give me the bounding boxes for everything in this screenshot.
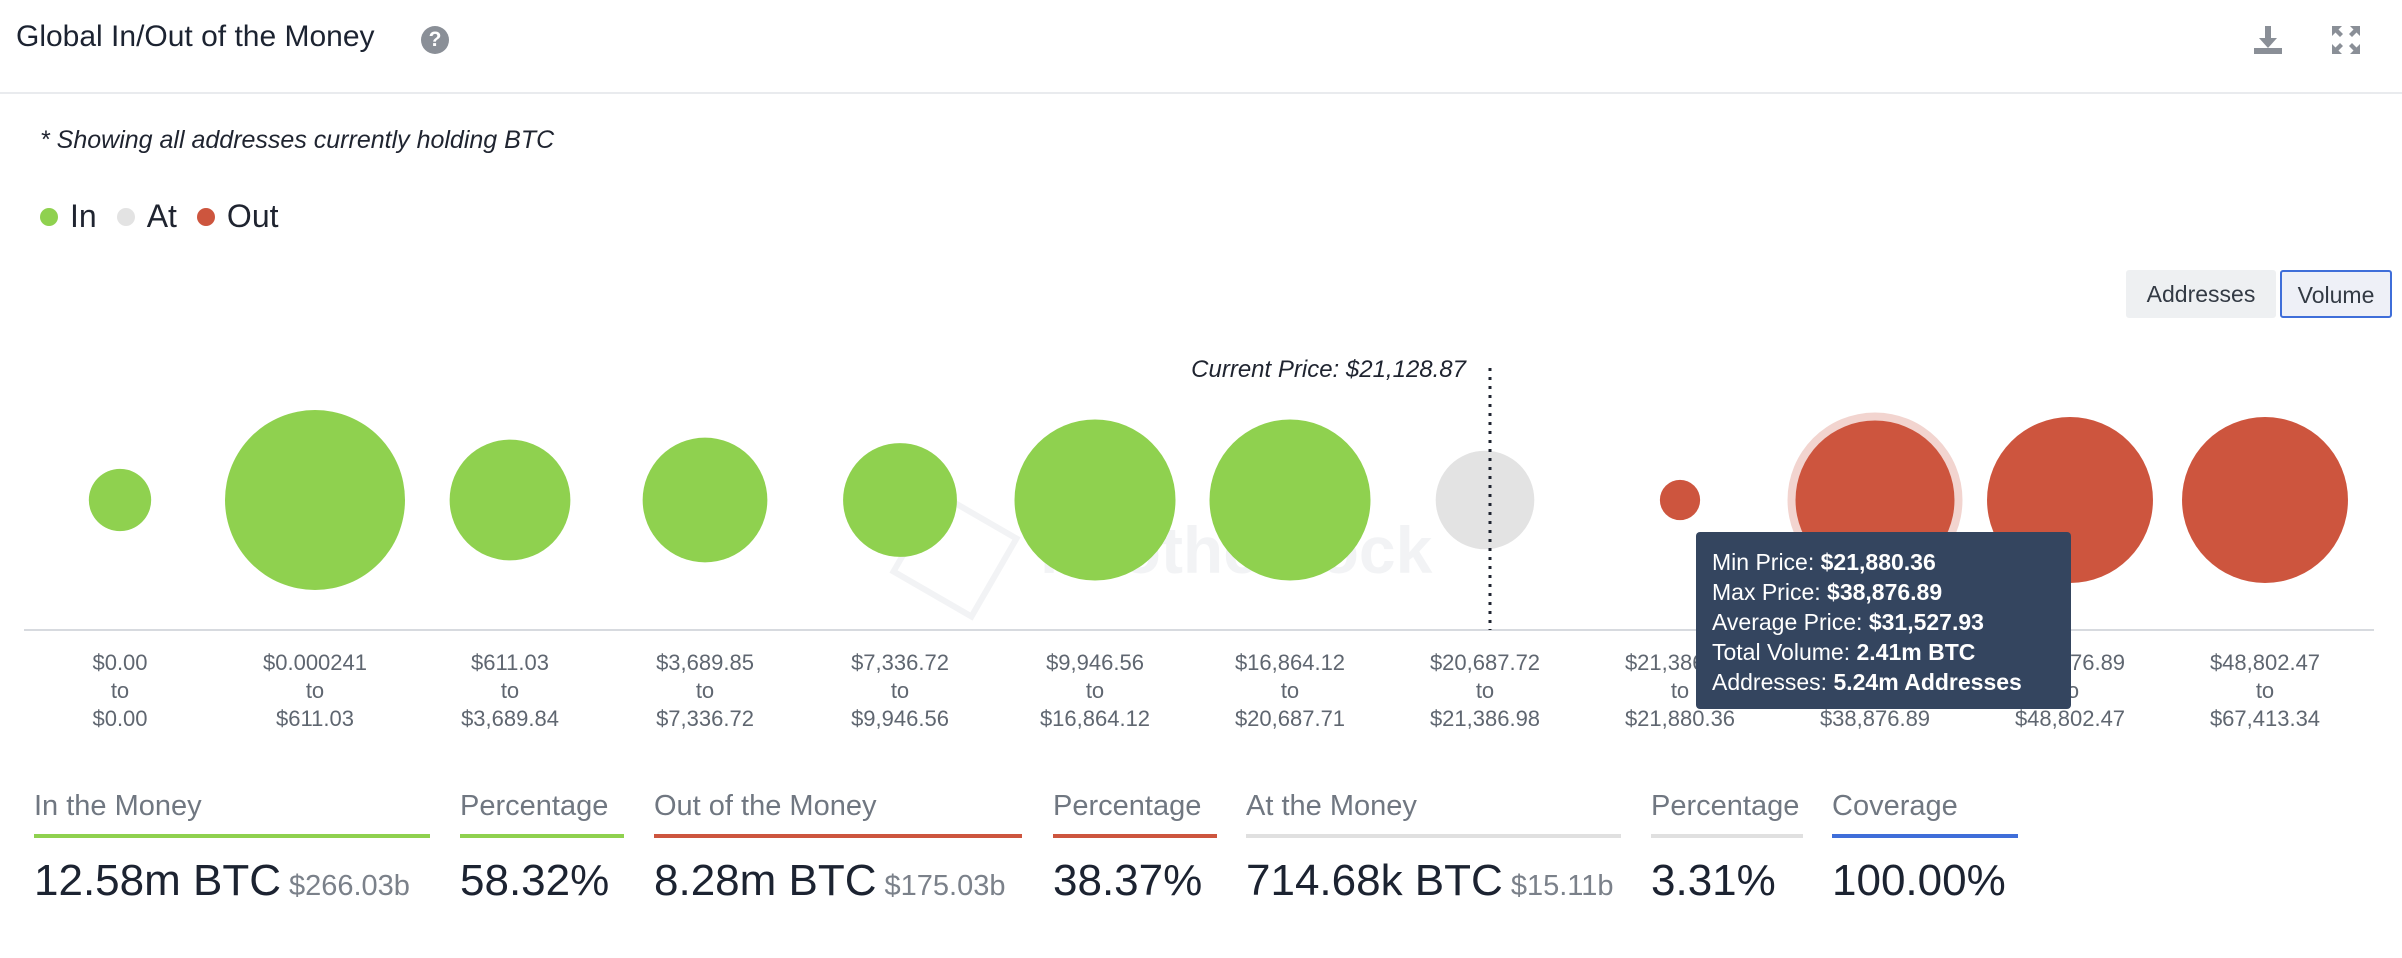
bucket-range-label: $20,687.72 <box>1430 650 1540 675</box>
bucket-range-label: to <box>696 678 714 703</box>
stat-bar <box>460 834 624 838</box>
stat-in-percentage: Percentage 58.32% <box>460 790 624 906</box>
legend-dot-at <box>116 207 135 226</box>
addresses-toggle-button[interactable]: Addresses <box>2126 270 2276 318</box>
current-price-label: Current Price: $21,128.87 <box>1191 356 1467 383</box>
bubble-in[interactable] <box>642 437 768 563</box>
stat-label: In the Money <box>34 790 202 822</box>
bucket-range-label: $48,802.47 <box>2210 650 2320 675</box>
bucket-range-label: $0.000241 <box>263 650 367 675</box>
legend-label-out: Out <box>226 198 279 234</box>
bucket-range-label: $21,386.98 <box>1430 706 1540 731</box>
bucket-range-label: to <box>111 678 129 703</box>
legend-label-at: At <box>146 198 177 234</box>
bucket-range-label: to <box>1671 678 1689 703</box>
bucket-tooltip: Min Price: $21,880.36 Max Price: $38,876… <box>1696 532 2071 709</box>
tooltip-average-price: Average Price: $31,527.93 <box>1712 609 1984 635</box>
stat-label: Coverage <box>1832 790 1958 822</box>
bucket-range-label: $9,946.56 <box>851 706 949 731</box>
download-icon[interactable] <box>2248 20 2288 60</box>
stat-label: At the Money <box>1246 790 1417 822</box>
bucket-range-label: to <box>1086 678 1104 703</box>
stat-value: 714.68k BTC <box>1246 856 1503 905</box>
bucket-range-label: $67,413.34 <box>2210 706 2320 731</box>
bucket-range-label: $611.03 <box>276 706 354 731</box>
bucket-range-label: to <box>891 678 909 703</box>
stat-at-the-money: At the Money 714.68k BTC $15.11b <box>1246 790 1621 906</box>
holdings-note: * Showing all addresses currently holdin… <box>40 126 555 154</box>
stat-usd-value: $266.03b <box>288 870 410 902</box>
tooltip-addresses: Addresses: 5.24m Addresses <box>1712 669 2022 695</box>
legend-item-in[interactable]: In <box>40 198 97 235</box>
stat-bar <box>1246 834 1621 838</box>
bucket-range-label: $48,802.47 <box>2015 706 2125 731</box>
bubble-in[interactable] <box>225 410 405 590</box>
summary-stats: In the Money 12.58m BTC $266.03b Percenta… <box>0 790 2402 950</box>
bucket-range-label: $7,336.72 <box>656 706 754 731</box>
stat-bar <box>1053 834 1217 838</box>
legend-dot-in <box>40 207 58 226</box>
stat-label: Percentage <box>1651 790 1800 822</box>
bucket-range-label: $9,946.56 <box>1046 650 1144 675</box>
tooltip-min-price: Min Price: $21,880.36 <box>1712 549 1936 575</box>
stat-value: 100.00% <box>1832 856 2006 905</box>
widget-title: Global In/Out of the Money <box>16 20 375 53</box>
legend: In At Out <box>40 198 299 235</box>
tooltip-max-price: Max Price: $38,876.89 <box>1712 579 1943 605</box>
stat-value: 8.28m BTC <box>654 856 877 905</box>
bubble-in[interactable] <box>449 439 571 561</box>
bucket-range-label: to <box>2256 678 2274 703</box>
stat-out-percentage: Percentage 38.37% <box>1053 790 1217 906</box>
bucket-range-label: to <box>306 678 324 703</box>
bubble-in[interactable] <box>843 443 957 557</box>
legend-dot-out <box>196 207 215 226</box>
bucket-range-label: to <box>1476 678 1494 703</box>
stat-coverage: Coverage 100.00% <box>1832 790 2018 906</box>
expand-icon[interactable] <box>2326 20 2366 60</box>
widget-header: Global In/Out of the Money ? <box>0 0 2402 94</box>
stat-value: 12.58m BTC <box>34 856 281 905</box>
bubble-out[interactable] <box>2182 417 2348 583</box>
bubble-in[interactable] <box>1014 419 1176 581</box>
stat-label: Out of the Money <box>654 790 877 822</box>
bucket-range-label: $21,880.36 <box>1625 706 1735 731</box>
bucket-range-label: $0.00 <box>92 706 147 731</box>
legend-item-at[interactable]: At <box>116 198 177 235</box>
bucket-range-label: $7,336.72 <box>851 650 949 675</box>
legend-item-out[interactable]: Out <box>196 198 279 235</box>
bucket-range-label: $611.03 <box>471 650 549 675</box>
stat-value: 58.32% <box>460 856 610 905</box>
stat-label: Percentage <box>460 790 609 822</box>
stat-bar <box>1651 834 1803 838</box>
volume-toggle-button[interactable]: Volume <box>2280 270 2392 318</box>
stat-bar <box>34 834 430 838</box>
bubble-at[interactable] <box>1435 450 1535 550</box>
stat-bar <box>1832 834 2018 838</box>
stat-at-percentage: Percentage 3.31% <box>1651 790 1803 906</box>
stat-usd-value: $15.11b <box>1510 870 1614 902</box>
tooltip-total-volume: Total Volume: 2.41m BTC <box>1712 639 1976 665</box>
bucket-range-label: $3,689.85 <box>656 650 754 675</box>
bucket-range-label: $38,876.89 <box>1820 706 1930 731</box>
stat-value: 38.37% <box>1053 856 1203 905</box>
bucket-range-label: $0.00 <box>92 650 147 675</box>
stat-out-of-the-money: Out of the Money 8.28m BTC $175.03b <box>654 790 1022 906</box>
stat-in-the-money: In the Money 12.58m BTC $266.03b <box>34 790 430 906</box>
stat-label: Percentage <box>1053 790 1202 822</box>
question-circle-icon[interactable]: ? <box>421 26 449 54</box>
bucket-range-label: $20,687.71 <box>1235 706 1345 731</box>
stat-bar <box>654 834 1022 838</box>
bubble-in[interactable] <box>88 468 152 532</box>
legend-label-in: In <box>70 198 97 234</box>
bucket-range-label: $3,689.84 <box>461 706 559 731</box>
bucket-range-label: $16,864.12 <box>1040 706 1150 731</box>
stat-usd-value: $175.03b <box>884 870 1006 902</box>
bucket-range-label: to <box>1281 678 1299 703</box>
bucket-range-label: to <box>501 678 519 703</box>
bubble-in[interactable] <box>1209 419 1371 581</box>
bubble-out[interactable] <box>1659 479 1701 521</box>
stat-value: 3.31% <box>1651 856 1776 905</box>
bucket-range-label: $16,864.12 <box>1235 650 1345 675</box>
